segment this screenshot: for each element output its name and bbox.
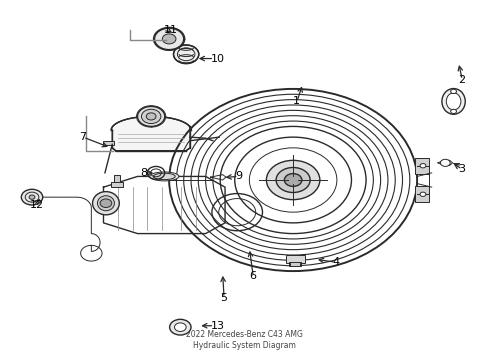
Bar — [414, 158, 428, 174]
Circle shape — [169, 89, 416, 271]
Bar — [111, 182, 122, 187]
Text: 11: 11 — [164, 25, 178, 35]
Bar — [285, 255, 305, 263]
Circle shape — [146, 113, 156, 120]
Ellipse shape — [441, 89, 464, 114]
Text: 6: 6 — [249, 271, 256, 282]
Circle shape — [276, 167, 309, 193]
Circle shape — [154, 28, 183, 50]
Text: 9: 9 — [234, 171, 242, 181]
Circle shape — [141, 109, 161, 123]
Circle shape — [174, 323, 186, 332]
Circle shape — [450, 89, 456, 94]
Text: 1: 1 — [292, 96, 300, 107]
Bar — [288, 262, 301, 266]
Ellipse shape — [153, 173, 175, 180]
Text: 2: 2 — [458, 75, 465, 85]
Circle shape — [450, 109, 456, 113]
Circle shape — [419, 163, 425, 168]
Circle shape — [29, 195, 35, 199]
Circle shape — [21, 189, 42, 205]
Text: 5: 5 — [220, 293, 227, 303]
Ellipse shape — [149, 172, 179, 181]
Text: 3: 3 — [458, 164, 465, 174]
Bar — [414, 186, 428, 202]
Text: 7: 7 — [79, 132, 86, 142]
Circle shape — [173, 45, 199, 64]
Text: 2022 Mercedes-Benz C43 AMG
Hydraulic System Diagram: 2022 Mercedes-Benz C43 AMG Hydraulic Sys… — [185, 330, 303, 350]
Circle shape — [100, 199, 112, 207]
Ellipse shape — [97, 196, 114, 211]
Circle shape — [284, 174, 301, 186]
Circle shape — [419, 192, 425, 197]
Text: 12: 12 — [30, 200, 43, 210]
Ellipse shape — [92, 192, 119, 215]
Text: 8: 8 — [140, 168, 147, 178]
Bar — [103, 141, 114, 145]
Ellipse shape — [446, 93, 460, 110]
Circle shape — [162, 34, 176, 44]
Circle shape — [169, 319, 191, 335]
Bar — [114, 175, 120, 182]
Circle shape — [266, 160, 319, 200]
Text: 10: 10 — [210, 54, 224, 64]
Circle shape — [137, 107, 164, 126]
Text: 13: 13 — [210, 321, 224, 331]
Text: 4: 4 — [331, 257, 339, 267]
Polygon shape — [111, 116, 191, 151]
Circle shape — [440, 159, 449, 166]
